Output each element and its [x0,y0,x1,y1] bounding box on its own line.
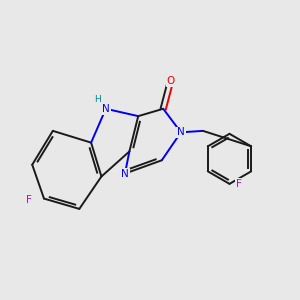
Text: H: H [94,95,101,104]
Text: N: N [121,169,129,178]
Text: O: O [167,76,175,86]
Text: N: N [102,104,110,114]
Text: F: F [26,195,32,205]
Text: N: N [177,127,185,137]
Text: F: F [236,179,242,189]
